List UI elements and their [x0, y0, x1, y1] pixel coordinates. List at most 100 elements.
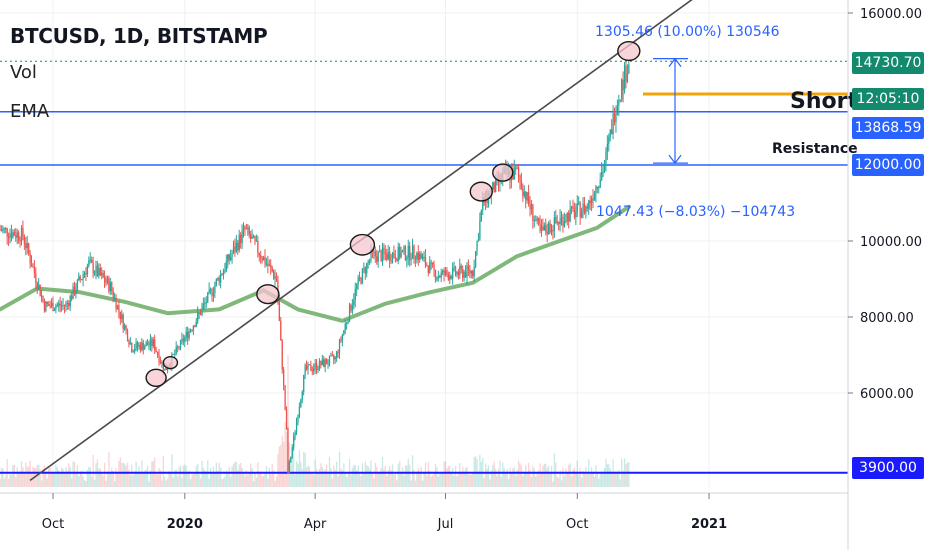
- candle-body: [527, 192, 530, 204]
- volume-bar: [509, 467, 511, 487]
- volume-bar: [414, 480, 417, 487]
- candle-body: [135, 342, 137, 349]
- candle-body: [181, 338, 183, 340]
- candle-body: [454, 266, 457, 275]
- candle-body: [462, 268, 464, 278]
- candle-body: [93, 273, 96, 275]
- volume-bar: [535, 476, 537, 487]
- symbol-title[interactable]: BTCUSD, 1D, BITSTAMP: [10, 24, 268, 48]
- volume-bar: [88, 466, 90, 487]
- horizontal-levels[interactable]: [0, 60, 848, 474]
- volume-bar: [321, 466, 323, 487]
- candle-body: [115, 297, 117, 310]
- volume-bar: [495, 468, 497, 487]
- volume-bar: [360, 475, 362, 487]
- volume-bar: [174, 470, 176, 487]
- touch-circles[interactable]: [145, 40, 641, 387]
- volume-bar: [449, 465, 451, 487]
- candle-body: [493, 182, 495, 193]
- volume-bar: [285, 431, 288, 487]
- candle-body: [28, 243, 30, 254]
- volume-bar: [112, 471, 114, 487]
- volume-bar: [131, 464, 133, 487]
- candle-body: [209, 289, 212, 291]
- volume-bar: [257, 462, 259, 487]
- candle-body: [303, 375, 305, 392]
- volume-bar: [579, 468, 581, 487]
- candle-body: [7, 236, 10, 238]
- candle-body: [315, 363, 318, 371]
- volume-bar: [364, 461, 366, 487]
- candle-body: [66, 302, 69, 304]
- volume-bar: [391, 464, 394, 487]
- volume-bar: [301, 469, 303, 487]
- volume-bar: [232, 463, 235, 487]
- volume-bar: [56, 467, 58, 487]
- volume-bar: [361, 463, 364, 487]
- touch-circle[interactable]: [256, 284, 280, 305]
- volume-bar: [258, 472, 260, 487]
- volume-bar: [182, 465, 185, 487]
- volume-bar: [346, 477, 348, 487]
- volume-bar: [522, 475, 524, 487]
- volume-bar: [234, 462, 236, 487]
- volume-bar: [215, 462, 217, 487]
- volume-bar: [187, 471, 189, 487]
- candle-body: [612, 113, 614, 134]
- touch-circle[interactable]: [349, 233, 376, 256]
- candle-body: [446, 270, 448, 275]
- time-axis[interactable]: Oct 2020 Apr Jul Oct 2021: [0, 492, 848, 532]
- volume-bar: [331, 478, 334, 487]
- volume-bar: [105, 480, 107, 487]
- touch-circle[interactable]: [492, 163, 514, 182]
- candle-body: [331, 355, 334, 357]
- volume-bar: [212, 466, 215, 487]
- candle-body: [593, 193, 596, 200]
- touch-circle[interactable]: [617, 40, 641, 62]
- volume-bar: [572, 469, 574, 487]
- candle-body: [6, 228, 8, 237]
- touch-circle[interactable]: [162, 355, 179, 370]
- volume-indicator-label[interactable]: Vol: [10, 62, 37, 83]
- volume-bar: [609, 468, 611, 487]
- volume-bar: [505, 473, 507, 487]
- volume-bar: [602, 473, 604, 487]
- volume-bar: [60, 467, 63, 487]
- candle-body: [241, 230, 243, 244]
- ema-indicator-label[interactable]: EMA: [10, 101, 50, 122]
- candle-body: [548, 223, 550, 234]
- candle-body: [442, 270, 444, 273]
- volume-bar: [108, 452, 110, 487]
- candle-body: [198, 312, 200, 314]
- volume-bar: [211, 473, 213, 487]
- volume-bar: [419, 471, 421, 487]
- trendline[interactable]: [29, 0, 736, 482]
- candle-body: [317, 368, 319, 371]
- candle-body: [360, 277, 362, 284]
- short-label: Short: [790, 89, 858, 114]
- trendline-path[interactable]: [29, 0, 736, 482]
- candle-body: [48, 304, 50, 306]
- measure-tool[interactable]: 1305.46 (10.00%) 130546 1047.43 (−8.03%)…: [595, 24, 858, 220]
- volume-bar: [512, 468, 514, 487]
- volume-bar: [264, 472, 266, 487]
- touch-circle[interactable]: [469, 181, 493, 202]
- volume-bar: [440, 473, 442, 487]
- volume-bar: [132, 475, 134, 487]
- candle-body: [340, 339, 342, 341]
- price-axis[interactable]: 16000.00 10000.00 8000.00 6000.00: [847, 0, 922, 550]
- volume-bar: [252, 481, 255, 487]
- candle-body: [596, 186, 599, 189]
- candle-body: [257, 240, 259, 253]
- level-12000-tag: 12000.00: [852, 154, 924, 176]
- candle-body: [295, 421, 298, 433]
- candle-body: [96, 265, 99, 277]
- candle-body: [199, 312, 202, 315]
- volume-bar: [323, 470, 325, 487]
- candle-body: [460, 265, 462, 269]
- touch-circle[interactable]: [145, 368, 167, 387]
- resistance-price-tag: 13868.59: [852, 117, 924, 139]
- volume-bar: [283, 441, 285, 487]
- candle-body: [437, 276, 440, 279]
